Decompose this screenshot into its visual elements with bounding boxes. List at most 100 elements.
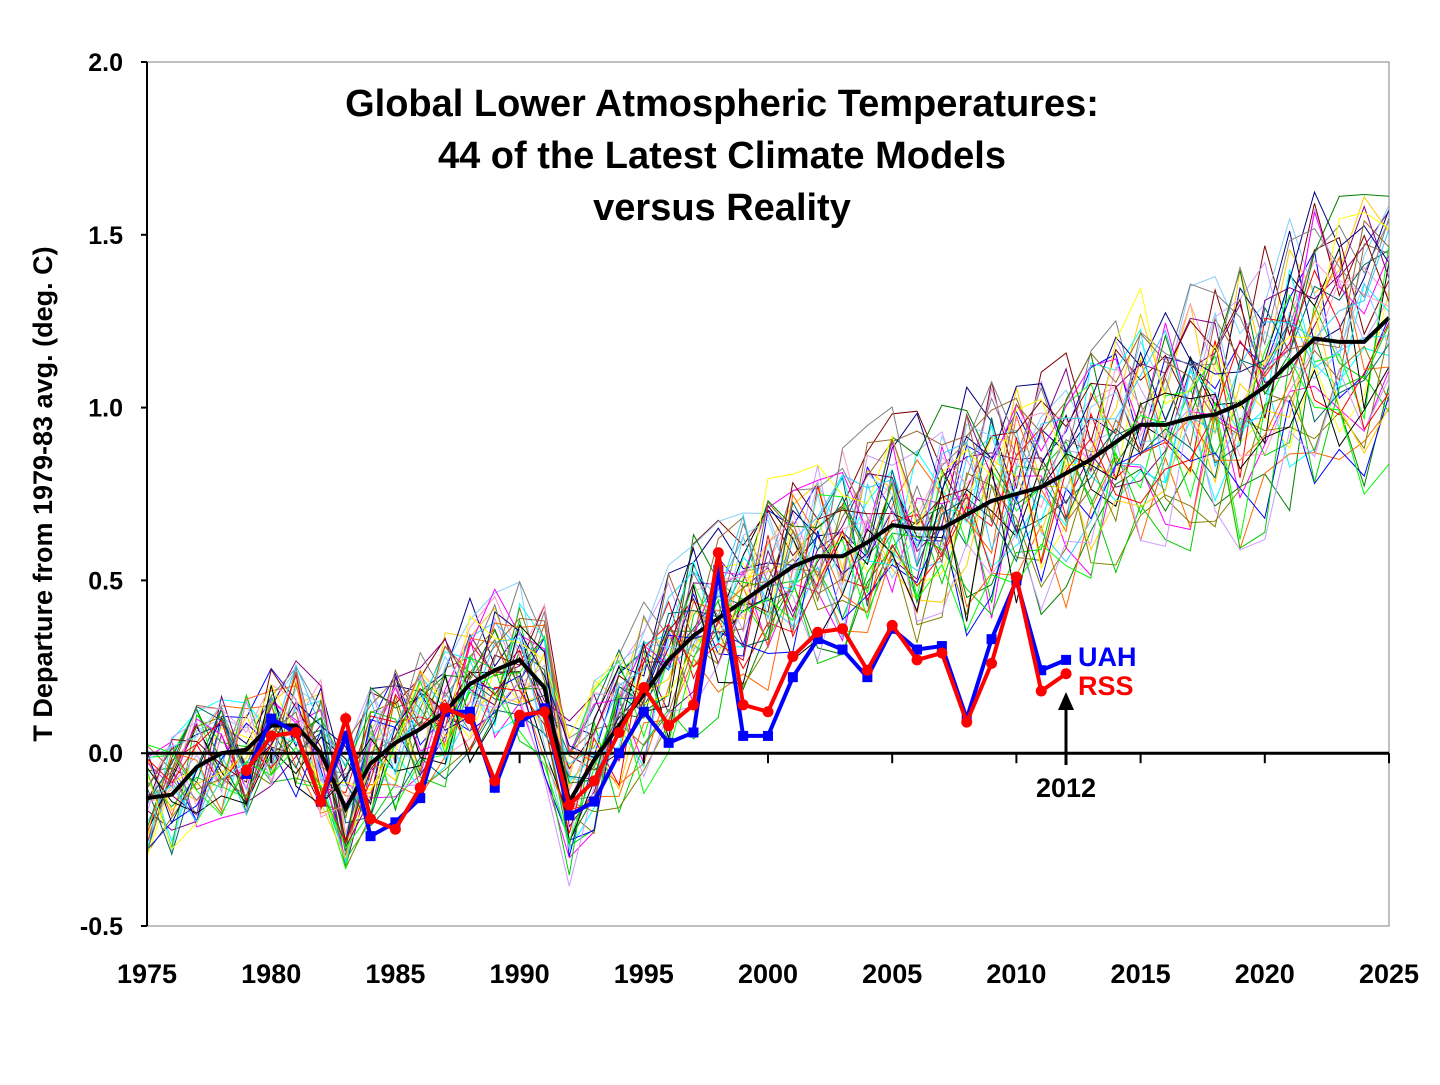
rss-point [240,764,252,776]
model-run-line [146,337,1390,869]
rss-point [563,799,575,811]
chart-title-line-2: 44 of the Latest Climate Models [438,135,1006,177]
model-run-line [146,209,1390,789]
y-tick-label: 0.0 [88,740,123,768]
legend-rss: RSS [1078,671,1134,701]
uah-point [489,782,500,793]
rss-point [290,726,302,738]
rss-point [911,654,923,666]
x-tick-label: 2025 [1359,959,1419,989]
uah-point [663,737,674,748]
model-run-line [146,210,1390,867]
model-run-line [146,243,1390,812]
uah-point [763,730,773,741]
rss-point [861,664,873,676]
rss-point [613,726,625,738]
uah-point [340,730,351,741]
model-run-line [146,356,1390,849]
x-tick-label: 1995 [614,959,674,989]
annotation-arrow [1058,692,1074,765]
uah-point [1061,654,1072,665]
uah-point [365,831,376,842]
x-tick-label: 2005 [862,959,922,989]
model-run-line [146,195,1390,840]
observations [240,547,1072,842]
rss-point [936,647,948,659]
uah-point [613,748,624,759]
uah-point [589,796,600,807]
y-tick-label: 2.0 [88,49,123,77]
rss-point [1035,685,1047,697]
uah-point [837,644,848,655]
model-run-line [146,229,1390,823]
rss-point [365,813,377,825]
rss-point [514,709,526,721]
uah-point [787,672,798,683]
rss-point [837,623,849,635]
model-run-line [146,203,1390,843]
model-run-line [146,281,1390,850]
legend-uah: UAH [1078,642,1137,672]
uah-point [1036,665,1047,676]
rss-point [464,713,476,725]
uah-point [390,817,401,828]
rss-point [538,706,550,718]
rss-point [588,775,600,787]
rss-point [712,547,724,559]
rss-point [439,702,451,714]
model-run-line [146,269,1390,844]
rss-point [389,823,401,835]
x-tick-label: 2010 [986,959,1046,989]
uah-point [986,634,997,645]
model-run-line [146,345,1390,853]
model-run-line [146,260,1390,834]
rss-point [886,619,898,631]
model-mean-line [146,316,1391,813]
uah-point [862,672,873,683]
x-tick-label: 2015 [1111,959,1171,989]
rss-point [787,650,799,662]
uah-point [688,727,699,738]
uah-point [713,565,724,576]
model-run-line [146,310,1390,860]
x-tick-label: 1975 [117,959,177,989]
y-tick-label: 1.5 [88,222,123,250]
rss-point [986,657,998,669]
rss-point [1060,668,1072,680]
rss-point [1010,571,1022,583]
uah-point [564,810,575,821]
rss-point [961,716,973,728]
rss-point [663,720,675,732]
x-tick-label: 1990 [490,959,550,989]
uah-point [514,717,525,728]
annotation-2012: 2012 [1036,773,1096,803]
rss-point [687,699,699,711]
uah-line [244,569,1067,840]
rss-point [638,682,650,694]
x-tick-label: 1985 [365,959,425,989]
x-tick-label: 2000 [738,959,798,989]
rss-point [340,713,352,725]
uah-point [912,644,923,655]
y-tick-label: 0.5 [88,567,123,595]
model-runs [146,190,1391,887]
rss-point [265,730,277,742]
x-tick-label: 1980 [241,959,301,989]
rss-point [737,699,749,711]
uah-point [638,706,649,717]
uah-point [415,793,426,804]
rss-line [244,552,1068,832]
chart-title-line-3: versus Reality [593,187,851,229]
rss-point [762,706,774,718]
model-run-line [146,330,1390,870]
series-rss [240,547,1072,835]
axes: -0.5 0.0 0.5 1.0 1.5 2.0 1975 1980 1985 1990 1995 2… [80,49,1419,989]
rss-point [812,626,824,638]
uah-point [812,634,823,645]
uah-point [738,730,749,741]
y-tick-label: -0.5 [80,913,123,941]
y-axis-label: T Departure from 1979-83 avg. (deg. C) [28,246,58,741]
y-tick-label: 1.0 [88,395,123,423]
x-tick-label: 2020 [1235,959,1295,989]
